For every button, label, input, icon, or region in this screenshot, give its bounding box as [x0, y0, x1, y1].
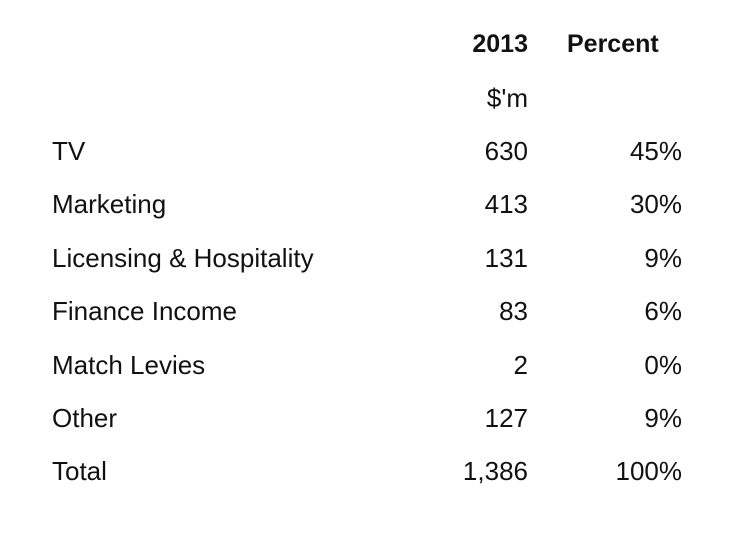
row-label: Licensing & Hospitality — [52, 243, 314, 273]
unit-row: $'m — [0, 78, 754, 118]
table-row: Marketing 413 30% — [0, 184, 754, 224]
row-value: 83 — [499, 296, 528, 326]
row-value: 2 — [513, 350, 528, 380]
row-percent: 9% — [644, 243, 682, 273]
row-label: Finance Income — [52, 296, 237, 326]
table-row: Other 127 9% — [0, 398, 754, 438]
total-percent: 100% — [615, 456, 683, 486]
row-label: Match Levies — [52, 350, 206, 380]
row-label: Marketing — [52, 189, 167, 219]
row-percent: 45% — [629, 136, 682, 166]
table-row: Match Levies 2 0% — [0, 345, 754, 385]
total-label: Total — [52, 456, 107, 486]
table-row: TV 630 45% — [0, 131, 754, 171]
row-label: Other — [52, 403, 118, 433]
row-value: 131 — [484, 243, 528, 273]
row-value: 413 — [484, 189, 528, 219]
table-row: Finance Income 83 6% — [0, 291, 754, 331]
row-percent: 9% — [644, 403, 682, 433]
table-row: Licensing & Hospitality 131 9% — [0, 238, 754, 278]
total-value: 1,386 — [462, 456, 528, 486]
header-row: 2013 Percent — [0, 24, 754, 64]
row-percent: 6% — [644, 296, 682, 326]
percent-column-header: Percent — [567, 30, 659, 58]
row-label: TV — [52, 136, 86, 166]
total-row: Total 1,386 100% — [0, 451, 754, 491]
row-percent: 30% — [629, 189, 682, 219]
year-column-header: 2013 — [472, 30, 528, 58]
row-value: 127 — [484, 403, 528, 433]
row-percent: 0% — [644, 350, 682, 380]
unit-label: $'m — [486, 83, 528, 113]
row-value: 630 — [484, 136, 528, 166]
